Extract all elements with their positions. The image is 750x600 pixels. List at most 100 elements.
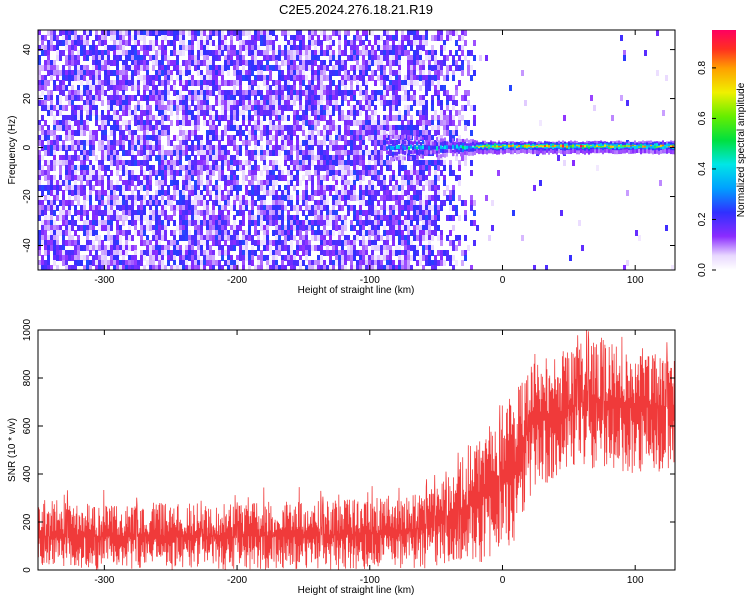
heatmap-cell [299,55,302,61]
heatmap-cell [41,170,44,176]
heatmap-cell [113,185,116,191]
heatmap-cell [380,130,383,136]
heatmap-cell [236,80,239,86]
heatmap-cell [182,70,185,76]
heatmap-cell [158,190,161,196]
heatmap-cell [209,245,212,251]
heatmap-cell [68,95,71,101]
heatmap-cell [68,135,71,141]
heatmap-cell [269,210,272,216]
heatmap-cell [56,185,59,191]
heatmap-cell [89,140,92,146]
heatmap-cell [335,150,338,156]
heatmap-cell [68,170,71,176]
heatmap-cell [179,150,182,156]
heatmap-cell [182,195,185,201]
heatmap-cell [254,120,257,126]
heatmap-cell [446,185,449,191]
heatmap-cell [38,65,41,71]
heatmap-cell [308,160,311,166]
heatmap-cell [131,130,134,136]
heatmap-cell [353,115,356,121]
heatmap-cell [314,85,317,91]
heatmap-cell [425,225,428,231]
heatmap-cell [332,220,335,226]
heatmap-cell [50,230,53,236]
heatmap-cell [317,180,320,186]
heatmap-cell [338,255,341,261]
heatmap-cell [239,200,242,206]
heatmap-cell [224,160,227,166]
heatmap-cell [338,90,341,96]
heatmap-cell [197,170,200,176]
heatmap-cell [254,60,257,66]
heatmap-cell [335,30,338,36]
heatmap-cell [350,135,353,141]
heatmap-cell [437,120,440,126]
heatmap-cell [389,245,392,251]
heatmap-cell [134,110,137,116]
heatmap-cell [254,155,257,161]
heatmap-cell [86,105,89,111]
heatmap-cell [290,65,293,71]
heatmap-cell [239,150,242,156]
heatmap-cell [248,155,251,161]
heatmap-cell [71,85,74,91]
heatmap-cell [257,90,260,96]
heatmap-cell [83,265,86,270]
heatmap-cell [398,80,401,86]
heatmap-cell [98,195,101,201]
heatmap-cell [113,195,116,201]
heatmap-cell [167,80,170,86]
heatmap-cell [314,90,317,96]
heatmap-cell [56,180,59,186]
heatmap-cell [233,90,236,96]
heatmap-cell [167,250,170,256]
heatmap-cell [353,235,356,241]
heatmap-cell [233,225,236,231]
heatmap-cell [353,45,356,51]
heatmap-cell [206,90,209,96]
heatmap-cell [383,50,386,56]
heatmap-cell [47,245,50,251]
heatmap-cell [56,50,59,56]
heatmap-cell [59,250,62,256]
heatmap-cell [368,150,371,156]
heatmap-cell [260,70,263,76]
heatmap-cell [371,265,374,270]
heatmap-cell [461,115,464,121]
heatmap-cell [104,40,107,46]
heatmap-cell [155,130,158,136]
heatmap-cell [320,110,323,116]
heatmap-cell [314,70,317,76]
heatmap-cell [290,250,293,256]
heatmap-cell [413,75,416,81]
heatmap-cell [83,130,86,136]
heatmap-cell [182,135,185,141]
heatmap-cell [230,160,233,166]
heatmap-cell [311,210,314,216]
heatmap-cell [80,150,83,156]
heatmap-cell [170,250,173,256]
heatmap-cell [203,255,206,261]
heatmap-cell [164,130,167,136]
heatmap-cell [221,30,224,36]
heatmap-cell [347,195,350,201]
heatmap-cell [227,245,230,251]
heatmap-cell [62,210,65,216]
heatmap-cell [452,195,455,201]
heatmap-cell [176,245,179,251]
heatmap-cell [371,50,374,56]
heatmap-cell [296,180,299,186]
heatmap-cell [158,255,161,261]
heatmap-cell [266,90,269,96]
heatmap-cell [161,80,164,86]
heatmap-cell [365,50,368,56]
heatmap-cell [110,125,113,131]
heatmap-cell [413,130,416,136]
heatmap-cell [188,240,191,246]
heatmap-cell [425,250,428,256]
heatmap-cell [224,130,227,136]
heatmap-cell [269,135,272,141]
heatmap-cell [158,60,161,66]
